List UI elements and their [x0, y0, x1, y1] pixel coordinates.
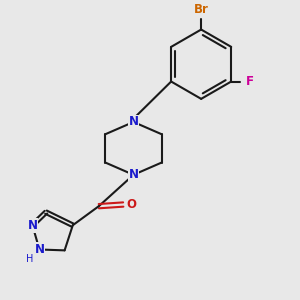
Text: N: N — [128, 168, 139, 181]
Text: H: H — [26, 254, 34, 264]
Text: N: N — [34, 243, 44, 256]
Text: O: O — [127, 198, 137, 211]
Text: F: F — [246, 75, 254, 88]
Text: N: N — [27, 219, 38, 232]
Text: N: N — [128, 116, 139, 128]
Text: Br: Br — [194, 3, 208, 16]
